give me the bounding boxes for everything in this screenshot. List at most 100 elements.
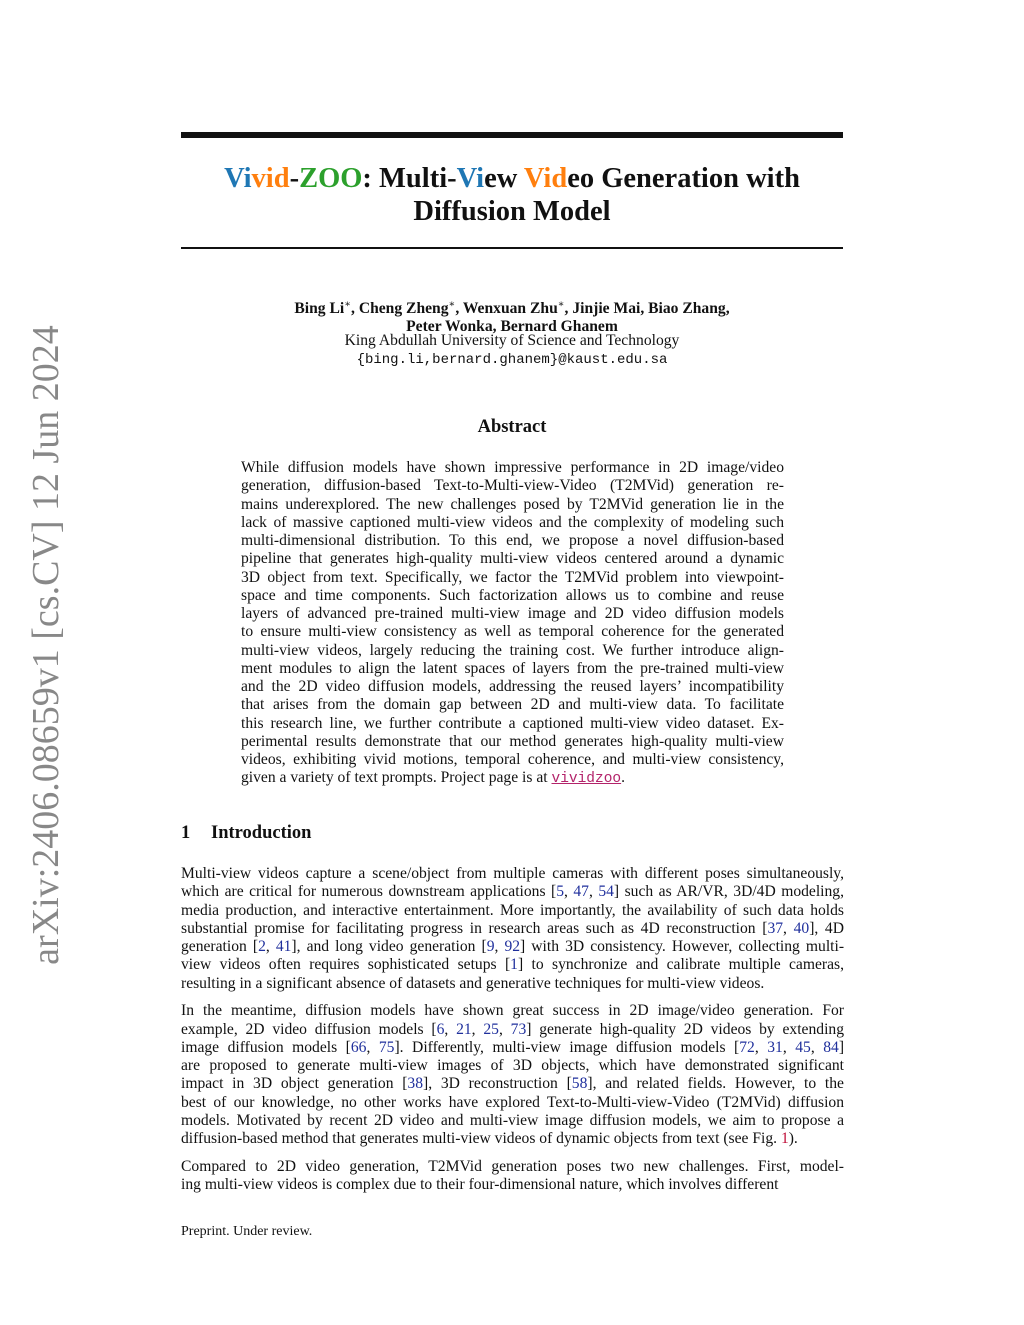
paragraph: In the meantime, diffusion models have s… [181,1002,844,1148]
text-line: example, 2D video diffusion models [6, 2… [181,1021,844,1039]
text-line: Multi-view videos capture a scene/object… [181,865,844,883]
text-line: 3D object from text. Specifically, we fa… [241,569,784,587]
text-segment: , Cheng Zheng [351,300,449,318]
text-segment: ], and long video generation [ [291,938,487,955]
text-segment: , Jinjie Mai, Biao Zhang, [564,300,730,318]
text-line: diffusion-based method that generates mu… [181,1130,844,1148]
text-line: generation, diffusion-based Text-to-Mult… [241,477,784,495]
text-segment: ZOO [299,163,363,194]
text-segment: Vid [523,163,568,194]
paragraph: Compared to 2D video generation, T2MVid … [181,1158,844,1195]
text-segment: diffusion-based method that generates mu… [181,1130,781,1147]
text-line: videos, exhibiting vivid motions, tempor… [241,751,784,769]
arxiv-identifier: arXiv:2406.08659v1 [cs.CV] 12 Jun 2024 [25,325,67,965]
citation-link[interactable]: 75 [378,1038,395,1056]
citation-link[interactable]: 84 [823,1038,839,1056]
citation-link[interactable]: 45 [795,1038,811,1056]
text-segment: , [563,883,574,901]
text-segment: to ensure multi-view consistency as well… [241,623,784,641]
text-segment: : Multi- [362,163,457,194]
text-segment: ], 3D reconstruction [ [423,1075,572,1093]
section-number: 1 [181,823,191,843]
text-segment: example, 2D video diffusion models [ [181,1020,437,1038]
text-line: generation [2, 41], and long video gener… [181,938,844,956]
text-segment: view videos often requires sophisticated… [181,956,511,974]
author-list: Bing Li∗, Cheng Zheng∗, Wenxuan Zhu∗, Ji… [181,296,843,337]
text-line: substantial promise for facilitating pro… [181,920,844,938]
text-segment: media production, and interactive entert… [181,901,844,919]
text-segment: and the 2D video diffusion models, addre… [241,678,784,695]
text-line: image diffusion models [66, 75]. Differe… [181,1039,844,1057]
project-page-link[interactable]: vividzoo [551,771,622,788]
text-line: mains underexplored. The new challenges … [241,496,784,514]
citation-link[interactable]: 5 [556,883,564,901]
equal-contribution-mark: ∗ [344,299,352,310]
title-line-1: Vivid-ZOO: Multi-View Video Generation w… [181,162,843,195]
text-segment: vid [251,163,290,194]
text-segment: substantial promise for facilitating pro… [181,919,768,937]
text-segment: Bing Li [294,300,345,318]
text-segment: . [621,769,626,787]
citation-link[interactable]: 21 [456,1020,472,1038]
text-segment: , [754,1038,768,1056]
citation-link[interactable]: 54 [598,883,614,901]
text-segment: , [810,1038,824,1056]
text-segment: videos, exhibiting vivid motions, tempor… [241,751,784,768]
text-segment: ] with 3D consistency. However, collecti… [520,938,845,955]
text-segment: , [444,1020,457,1038]
equal-contribution-mark: ∗ [448,299,456,310]
figure-ref-link[interactable]: 1 [780,1130,789,1147]
text-segment: perimental results demonstrate that our … [241,732,784,750]
text-segment: given a variety of text prompts. Project… [241,769,552,787]
citation-link[interactable]: 38 [407,1075,424,1093]
citation-link[interactable]: 58 [571,1075,588,1093]
text-segment: , [265,938,276,955]
text-line: layers of advanced pre-trained multi-vie… [241,605,784,623]
text-segment: multi-view videos, largely reducing the … [241,641,784,659]
citation-link[interactable]: 9 [486,938,495,955]
citation-link[interactable]: 72 [739,1038,755,1056]
text-segment: ] to synchronize and calibrate multiple … [517,956,844,974]
citation-link[interactable]: 92 [504,938,521,955]
text-segment: generation, diffusion-based Text-to-Mult… [241,477,784,495]
text-line: to ensure multi-view consistency as well… [241,623,784,641]
text-line: and the 2D video diffusion models, addre… [241,678,784,696]
citation-link[interactable]: 6 [436,1020,445,1038]
text-line: multi-dimensional distribution. To this … [241,532,784,550]
text-line: While diffusion models have shown impres… [241,459,784,477]
citation-link[interactable]: 37 [767,919,784,937]
text-line: ment modules to align the latent spaces … [241,660,784,678]
author-email: {bing.li,bernard.ghanem}@kaust.edu.sa [356,352,668,368]
text-segment: Vi [224,163,252,194]
text-segment: this research line, we further contribut… [241,714,784,732]
text-segment: ] generate high-quality 2D videos by ext… [526,1020,845,1038]
text-segment: ] [838,1038,845,1056]
equal-contribution-mark: ∗ [557,299,565,310]
citation-link[interactable]: 2 [258,938,266,955]
citation-link[interactable]: 41 [275,938,292,955]
text-segment: layers of advanced pre-trained multi-vie… [241,605,784,622]
text-segment: ] such as AR/VR, 3D/4D modeling, [613,883,844,901]
text-segment: that arises from the domain gap between … [241,696,784,714]
text-segment: , [471,1020,484,1038]
introduction-body: Multi-view videos capture a scene/object… [181,865,844,1204]
text-segment: impact in 3D object generation [ [181,1075,408,1093]
text-segment: Vi [456,163,485,194]
citation-link[interactable]: 25 [483,1020,499,1038]
text-line: ing multi-view videos is complex due to … [181,1176,844,1194]
citation-link[interactable]: 40 [793,919,810,937]
citation-link[interactable]: 31 [767,1038,783,1056]
citation-link[interactable]: 66 [350,1038,367,1056]
citation-link[interactable]: 47 [573,883,589,901]
text-segment: ew [484,163,524,194]
text-segment: ]. Differently, multi-view image diffusi… [394,1038,740,1056]
text-line: media production, and interactive entert… [181,902,844,920]
text-segment: ], and related fields. However, to the [587,1075,844,1093]
authors-line-2: Peter Wonka, Bernard Ghanem [406,318,618,336]
text-line: In the meantime, diffusion models have s… [181,1002,844,1020]
citation-link[interactable]: 1 [510,956,518,974]
text-line: models. Motivated by recent 2D video and… [181,1112,844,1130]
citation-link[interactable]: 73 [510,1020,527,1038]
text-segment: generation [ [181,938,259,955]
text-line: lack of massive captioned multi-view vid… [241,514,784,532]
